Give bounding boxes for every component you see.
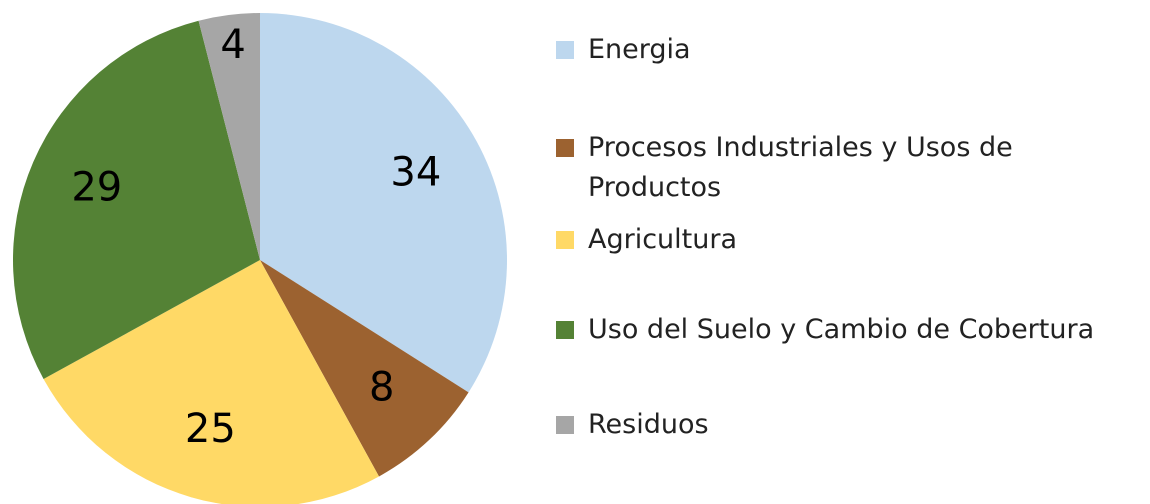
- pie-slice: [260, 13, 507, 393]
- pie-slice: [12, 20, 260, 379]
- legend-swatch: [556, 41, 574, 59]
- pie-slice: [43, 260, 379, 504]
- slice-label: 34: [390, 149, 441, 195]
- pie-slice: [260, 260, 469, 477]
- legend-item: Energia: [556, 30, 1126, 70]
- legend-item: Uso del Suelo y Cambio de Cobertura: [556, 310, 1126, 350]
- pie-slice: [198, 13, 260, 260]
- legend-swatch: [556, 139, 574, 157]
- pie-chart: 34 8 25 29 4: [12, 13, 507, 504]
- slice-label: 8: [369, 365, 394, 411]
- legend-label: Energia: [588, 34, 691, 65]
- legend-swatch: [556, 416, 574, 434]
- legend-label: Uso del Suelo y Cambio de Cobertura: [588, 314, 1095, 345]
- legend-swatch: [556, 321, 574, 339]
- legend-item: Residuos: [556, 405, 1126, 445]
- legend-item: Agricultura: [556, 220, 1126, 260]
- slice-label: 4: [220, 22, 245, 68]
- slice-label: 25: [185, 406, 236, 452]
- legend-item: Procesos Industriales y Usos de Producto…: [556, 128, 1126, 208]
- legend-label: Procesos Industriales y Usos de Producto…: [588, 132, 1013, 203]
- legend-swatch: [556, 231, 574, 249]
- legend-label: Agricultura: [588, 224, 738, 255]
- legend-label: Residuos: [588, 409, 709, 440]
- slice-label: 29: [71, 164, 122, 210]
